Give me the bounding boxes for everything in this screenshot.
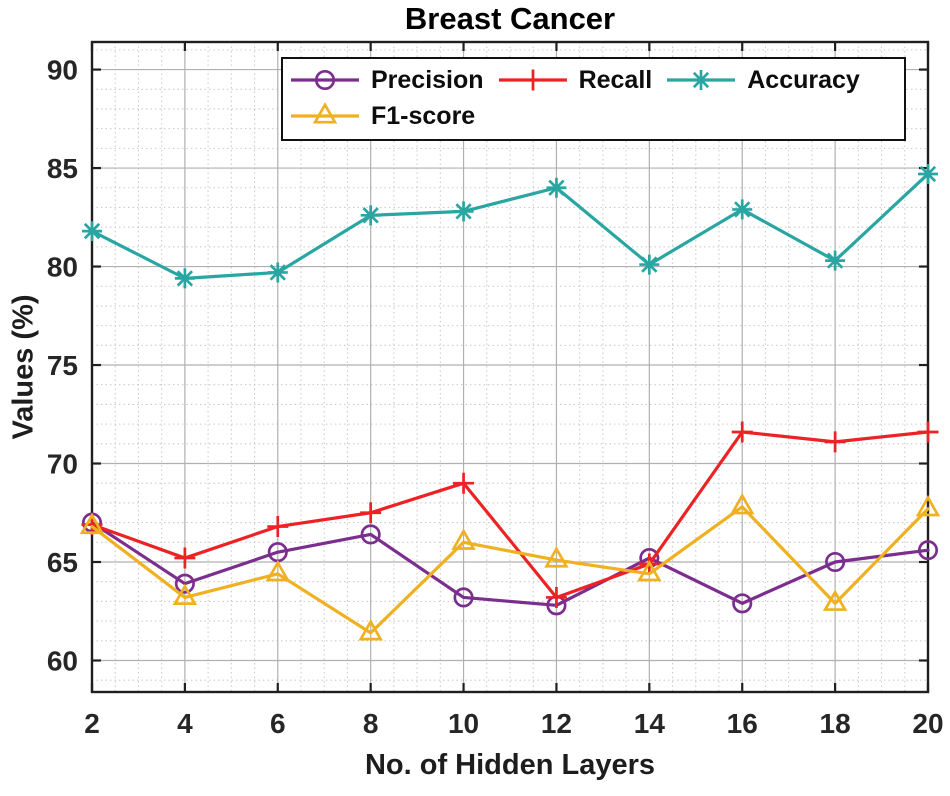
series-accuracy: [82, 163, 938, 289]
x-tick-label-2: 2: [84, 708, 100, 739]
series-recall: [81, 421, 939, 608]
legend-row-2: F1-score: [289, 98, 896, 134]
marker-precision-x10: [453, 587, 474, 608]
x-tick-label-10: 10: [448, 708, 479, 739]
legend-label-f1-score: F1-score: [371, 101, 476, 130]
legend-label-recall: Recall: [578, 65, 653, 94]
x-tick-label-4: 4: [177, 708, 193, 739]
marker-precision-x8: [360, 524, 381, 545]
marker-accuracy-x20: [918, 163, 938, 184]
legend-marker-f1-score: [291, 102, 359, 124]
marker-f1-score-x6: [265, 559, 290, 582]
minor-grid: [92, 42, 928, 692]
marker-recall-x12: [545, 586, 567, 608]
x-tick-labels: 2 4 6 8 10 12 14 16 18 20: [84, 708, 943, 739]
y-tick-label-90: 90: [47, 55, 78, 86]
axis-frame: [90, 40, 930, 694]
marker-accuracy-x18: [825, 250, 846, 271]
legend-marker-recall: [498, 69, 567, 91]
legend-box: Precision Recall Accuracy F1-score: [281, 57, 906, 141]
series-precision-line: [90, 521, 930, 607]
y-tick-label-75: 75: [47, 350, 78, 381]
series-f1-score-line: [90, 505, 930, 635]
marker-accuracy-x16: [732, 199, 753, 220]
marker-f1-score-x18: [822, 589, 848, 611]
x-tick-label-18: 18: [820, 708, 851, 739]
marker-precision-x16: [732, 593, 753, 614]
y-tick-label-85: 85: [47, 153, 78, 184]
x-tick-label-16: 16: [727, 708, 758, 739]
marker-recall-x20: [917, 421, 939, 443]
y-tick-label-70: 70: [47, 449, 78, 480]
legend-label-accuracy: Accuracy: [747, 65, 860, 94]
series-f1-score: [79, 492, 941, 641]
legend-glyph-accuracy: [691, 70, 712, 90]
x-tick-label-8: 8: [363, 708, 379, 739]
marker-accuracy-x14: [639, 254, 660, 275]
y-tick-labels: 60 65 70 75 80 85 90: [47, 55, 78, 677]
marker-recall-x8: [360, 502, 382, 524]
marker-recall-x16: [731, 421, 753, 443]
chart-title: Breast Cancer: [404, 1, 616, 36]
legend-row-1: Precision Recall Accuracy: [289, 62, 896, 98]
marker-accuracy-x6: [267, 262, 288, 283]
series-recall-line: [90, 430, 930, 600]
legend-label-precision: Precision: [371, 65, 484, 94]
legend-item-f1-score: F1-score: [289, 102, 475, 131]
marker-f1-score-x16: [730, 492, 755, 515]
marker-precision-x20: [917, 540, 939, 561]
marker-precision-x18: [825, 551, 846, 573]
tick-marks: [90, 42, 930, 692]
y-axis-label: Values (%): [7, 294, 40, 440]
series-accuracy-line: [90, 172, 930, 280]
marker-f1-score-x10: [451, 528, 476, 550]
marker-recall-x6: [267, 516, 289, 538]
marker-f1-score-x14: [637, 559, 662, 582]
marker-recall-x10: [453, 472, 475, 494]
legend-glyph-recall: [522, 69, 544, 91]
legend-item-recall: Recall: [497, 65, 653, 95]
legend-marker-precision: [291, 69, 359, 91]
legend-marker-accuracy: [667, 70, 736, 90]
major-grid: [92, 42, 928, 692]
x-axis-label: No. of Hidden Layers: [364, 749, 656, 781]
x-tick-label-12: 12: [541, 708, 572, 739]
y-tick-label-60: 60: [47, 645, 78, 676]
marker-recall-x18: [824, 431, 846, 453]
marker-recall-x4: [174, 547, 196, 569]
marker-f1-score-x20: [915, 494, 941, 517]
marker-f1-score-x8: [358, 618, 383, 641]
marker-accuracy-x10: [453, 201, 474, 222]
marker-accuracy-x4: [174, 268, 195, 289]
legend-item-precision: Precision: [289, 66, 484, 95]
y-tick-label-65: 65: [47, 547, 78, 578]
marker-accuracy-x12: [546, 177, 567, 198]
x-tick-label-20: 20: [912, 708, 943, 739]
legend-item-accuracy: Accuracy: [665, 66, 860, 95]
marker-precision-x4: [174, 573, 195, 594]
x-tick-label-6: 6: [270, 708, 286, 739]
legend-glyph-precision: [314, 69, 336, 91]
marker-accuracy-x8: [360, 205, 381, 226]
legend-glyph-f1-score: [312, 102, 338, 124]
marker-f1-score-x2: [79, 512, 105, 535]
y-tick-label-80: 80: [47, 252, 78, 283]
marker-f1-score-x12: [544, 546, 569, 568]
x-tick-label-14: 14: [634, 708, 666, 739]
marker-f1-score-x4: [172, 583, 198, 606]
marker-accuracy-x2: [82, 221, 102, 242]
